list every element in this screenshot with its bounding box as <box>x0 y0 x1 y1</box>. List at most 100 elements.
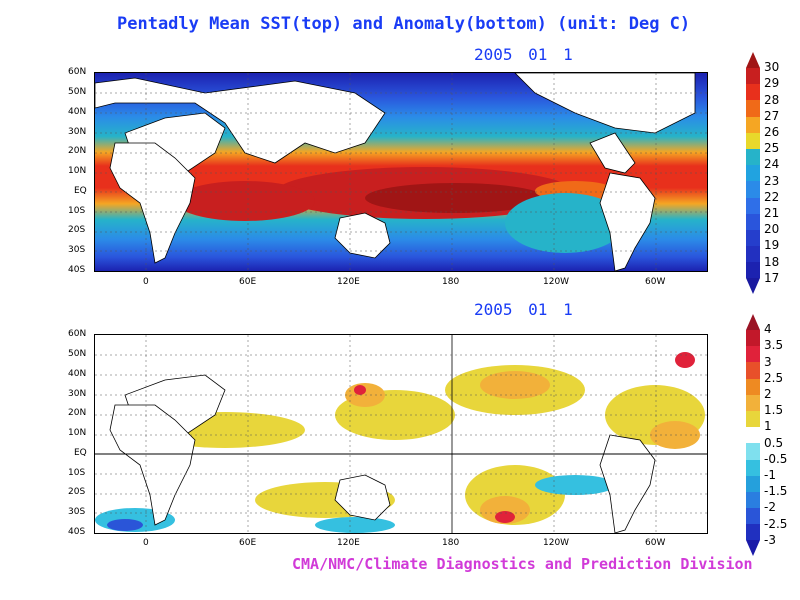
anomaly-colorbar-label: 2.5 <box>764 370 784 385</box>
bottom-lat-label: EQ <box>74 448 87 458</box>
top-lat-label: 20N <box>68 146 87 156</box>
bottom-lat-label: 20N <box>68 408 87 418</box>
top-lat-label: 40S <box>68 265 86 275</box>
top-lat-label: 50N <box>68 87 87 97</box>
sst-colorbar-label: 27 <box>764 108 780 123</box>
anomaly-colorbar-segment <box>746 508 760 525</box>
anomaly-colorbar-label: 2 <box>764 387 772 401</box>
bottom-lon-label: 60W <box>645 538 666 548</box>
bottom-lat-label: 10N <box>68 428 87 438</box>
bottom-lon-label: 120W <box>543 538 570 548</box>
top-lon-label: 120E <box>337 277 360 287</box>
sst-colorbar-segment <box>746 132 760 149</box>
top-lon-label: 120W <box>543 277 570 287</box>
anomaly-colorbar-label: -2 <box>764 500 776 515</box>
anomaly-colorbar-segment <box>746 475 760 492</box>
top-lat-label: 10N <box>68 166 87 176</box>
bottom-lon-label: 60E <box>239 538 257 548</box>
sst-field <box>95 73 707 271</box>
top-lat-label: 40N <box>68 107 87 117</box>
anomaly-colorbar-label: 0.5 <box>764 435 784 450</box>
anomaly-map <box>94 334 708 534</box>
anomaly-colorbar-label: 4 <box>764 322 772 337</box>
anomaly-colorbar-segment <box>746 491 760 509</box>
bottom-lat-label: 30N <box>68 389 87 399</box>
credit-line: CMA/NMC/Climate Diagnostics and Predicti… <box>292 555 753 573</box>
sst-colorbar-label: 25 <box>764 141 780 156</box>
bottom-lat-label: 40S <box>68 527 86 537</box>
anomaly-colorbar-label: -3 <box>764 532 776 547</box>
bottom-lat-label: 40N <box>68 369 87 379</box>
anomaly-colorbar-segment <box>746 362 760 379</box>
sst-colorbar-label: 24 <box>764 157 780 172</box>
bottom-lon-label: 180 <box>442 538 460 548</box>
sst-colorbar-label: 19 <box>764 238 780 253</box>
anomaly-colorbar-segment <box>746 346 760 363</box>
anomaly-colorbar-label: 3.5 <box>764 338 784 353</box>
sst-colorbar-segment <box>746 181 760 198</box>
bottom-lon-label: 0 <box>143 538 149 548</box>
anomaly-colorbar-label: -0.5 <box>764 451 788 466</box>
sst-colorbar-label: 22 <box>764 189 780 204</box>
bottom-lat-label: 30S <box>68 507 86 517</box>
anomaly-colorbar-label: -1 <box>764 468 776 482</box>
anomaly-colorbar-segment <box>746 330 760 347</box>
sst-colorbar-segment <box>746 116 760 133</box>
sst-colorbar-label: 26 <box>764 125 780 139</box>
sst-map <box>94 72 708 272</box>
sst-colorbar-segment <box>746 165 760 182</box>
sst-colorbar-label: 18 <box>764 254 780 269</box>
sst-colorbar-segment <box>746 84 760 101</box>
top-lon-label: 60W <box>645 277 666 287</box>
sst-colorbar-segment <box>746 262 760 279</box>
top-lat-label: 60N <box>68 67 87 77</box>
top-lon-label: 0 <box>143 277 149 287</box>
bottom-panel-date: 2005 01 1 <box>474 300 573 319</box>
sst-colorbar-label: 30 <box>764 60 780 75</box>
sst-colorbar-segment <box>746 148 760 166</box>
figure-title: Pentadly Mean SST(top) and Anomaly(botto… <box>117 14 691 34</box>
sst-colorbar-segment <box>746 68 760 85</box>
anomaly-colorbar-segment <box>746 524 760 541</box>
sst-colorbar-segment <box>746 229 760 247</box>
sst-colorbar-segment <box>746 213 760 230</box>
bottom-lat-label: 60N <box>68 329 87 339</box>
anomaly-field <box>95 335 707 533</box>
anomaly-colorbar-label: 3 <box>764 354 772 369</box>
sst-colorbar-segment <box>746 197 760 214</box>
sst-colorbar <box>746 52 760 295</box>
anomaly-colorbar-segment <box>746 459 760 476</box>
sst-colorbar-arrow-top <box>746 52 760 68</box>
sst-colorbar-label: 23 <box>764 173 780 188</box>
top-lat-label: 10S <box>68 206 86 216</box>
anomaly-colorbar-label: -2.5 <box>764 516 788 531</box>
bottom-lat-label: 50N <box>68 349 87 359</box>
anomaly-colorbar-label: 1 <box>764 419 772 434</box>
anomaly-colorbar-segment <box>746 427 760 444</box>
top-lat-label: EQ <box>74 186 87 196</box>
top-lon-label: 180 <box>442 277 460 287</box>
top-lon-label: 60E <box>239 277 257 287</box>
top-lat-label: 30N <box>68 127 87 137</box>
anomaly-colorbar-label: -1.5 <box>764 484 788 499</box>
top-panel-date: 2005 01 1 <box>474 45 573 64</box>
anomaly-colorbar-segment <box>746 410 760 428</box>
sst-colorbar-label: 28 <box>764 92 780 107</box>
anomaly-colorbar-label: 1.5 <box>764 403 784 418</box>
sst-colorbar-label: 29 <box>764 76 780 91</box>
sst-colorbar-label: 20 <box>764 222 780 237</box>
anomaly-colorbar-segment <box>746 378 760 395</box>
bottom-lon-label: 120E <box>337 538 360 548</box>
top-lat-label: 30S <box>68 245 86 255</box>
sst-colorbar-label: 21 <box>764 206 780 220</box>
bottom-lat-label: 10S <box>68 468 86 478</box>
sst-colorbar-label: 17 <box>764 270 780 285</box>
sst-colorbar-arrow-bottom <box>746 278 760 295</box>
anomaly-colorbar-arrow-top <box>746 314 760 330</box>
anomaly-colorbar-arrow-bottom <box>746 540 760 557</box>
top-lat-label: 20S <box>68 225 86 235</box>
bottom-lat-label: 20S <box>68 487 86 497</box>
anomaly-colorbar-segment <box>746 443 760 460</box>
sst-colorbar-segment <box>746 246 760 263</box>
anomaly-colorbar <box>746 314 760 557</box>
